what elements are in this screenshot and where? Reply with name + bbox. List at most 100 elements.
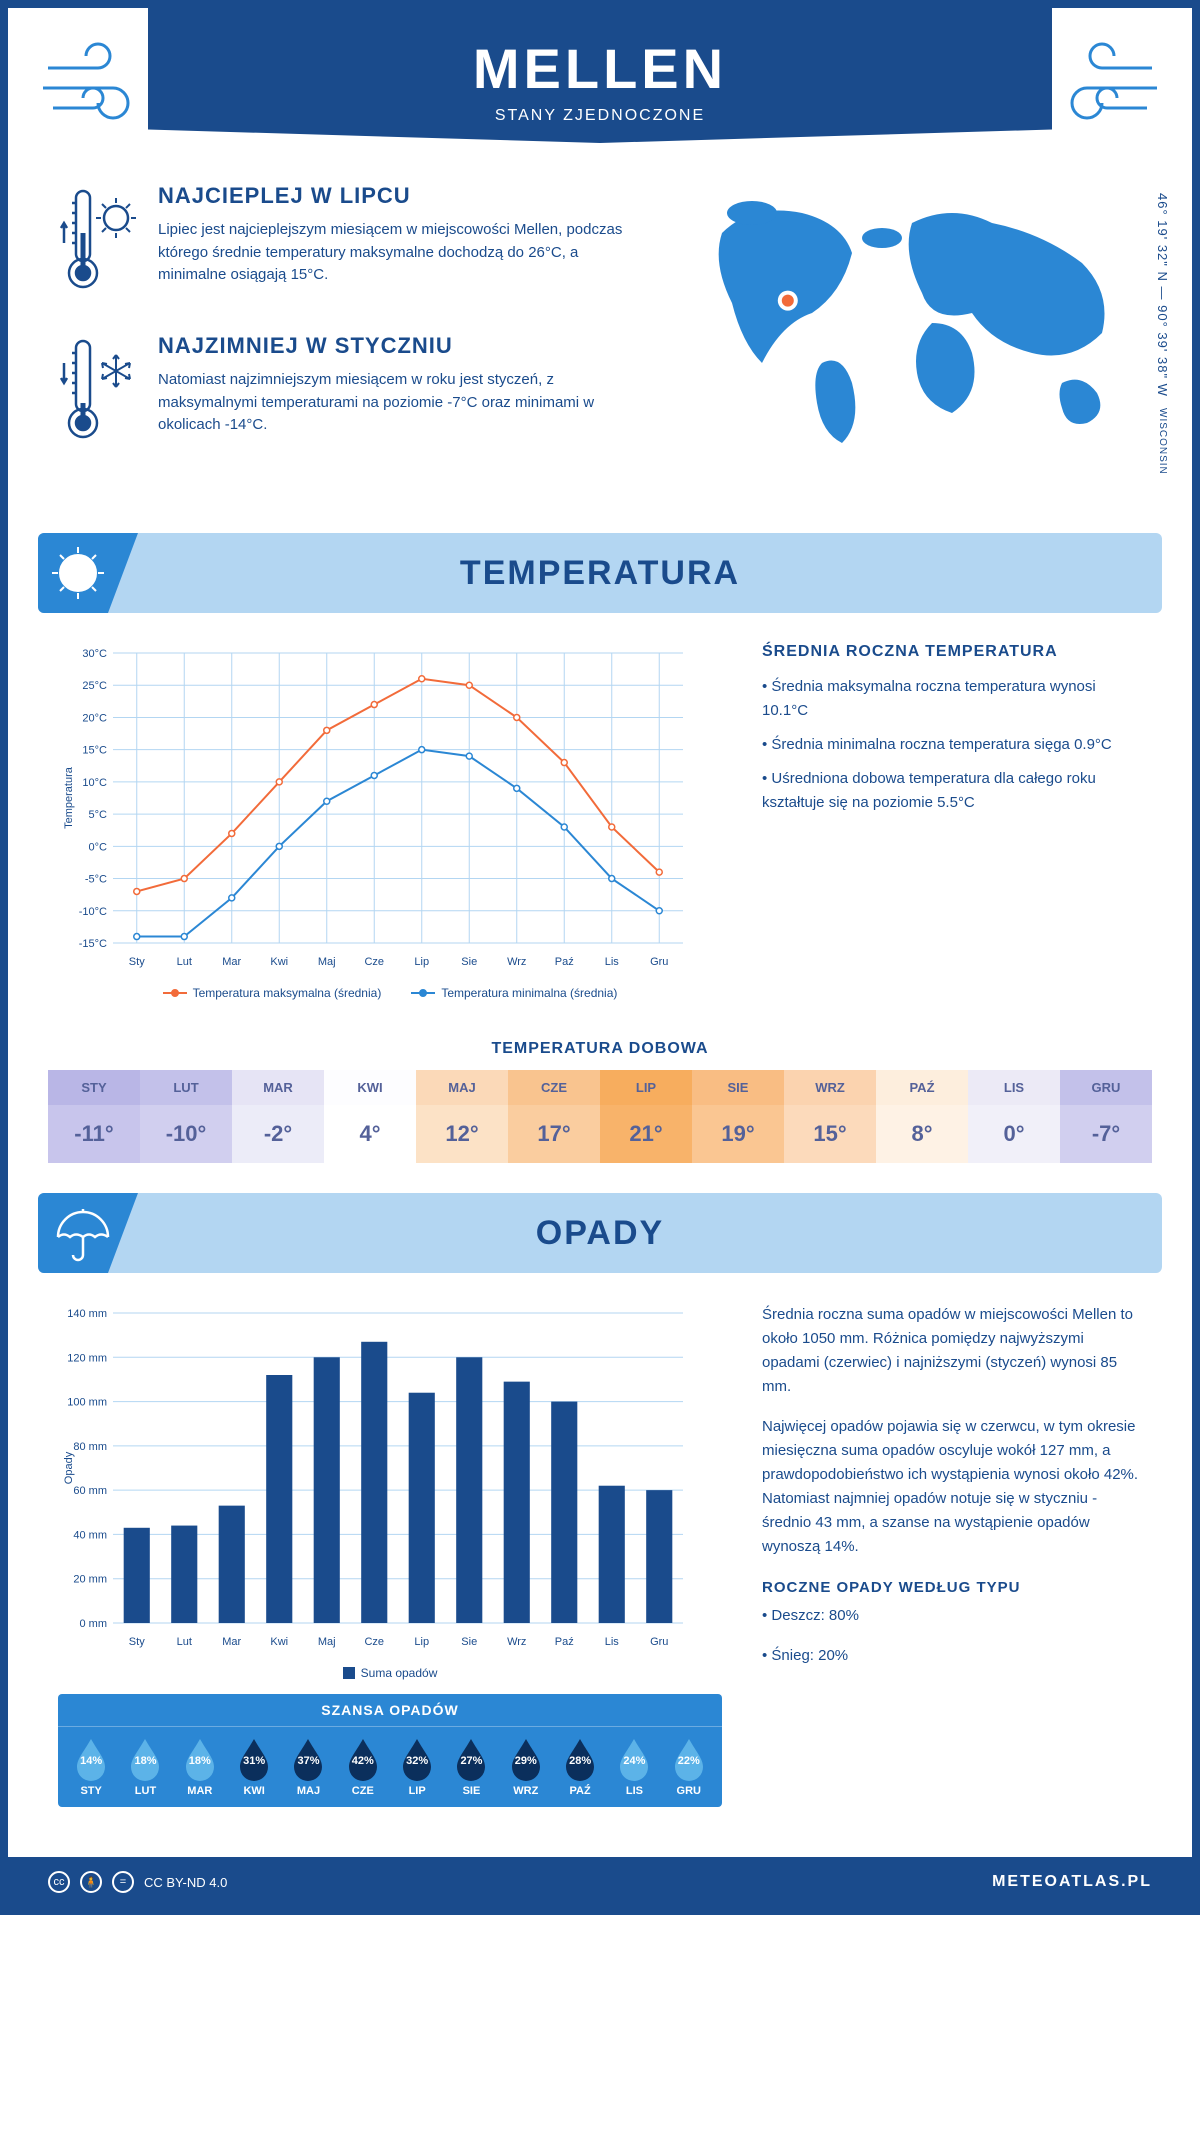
daily-cell: GRU -7°	[1060, 1070, 1152, 1163]
sun-icon	[48, 541, 118, 605]
svg-text:Mar: Mar	[222, 956, 241, 968]
precip-para-1: Średnia roczna suma opadów w miejscowośc…	[762, 1303, 1142, 1399]
chance-cell: 29% WRZ	[499, 1737, 553, 1797]
cold-fact-title: NAJZIMNIEJ W STYCZNIU	[158, 333, 642, 359]
page: MELLEN STANY ZJEDNOCZONE	[0, 0, 1200, 1915]
svg-text:20°C: 20°C	[82, 712, 107, 724]
footer-site: METEOATLAS.PL	[992, 1873, 1152, 1891]
svg-text:-15°C: -15°C	[79, 938, 107, 950]
location-marker-icon	[778, 291, 798, 311]
daily-cell: STY -11°	[48, 1070, 140, 1163]
svg-text:Mar: Mar	[222, 1636, 241, 1648]
daily-cell: LIS 0°	[968, 1070, 1060, 1163]
warm-fact-title: NAJCIEPLEJ W LIPCU	[158, 183, 642, 209]
daily-cell: LIP 21°	[600, 1070, 692, 1163]
svg-text:Lip: Lip	[414, 1636, 429, 1648]
precip-title: OPADY	[38, 1214, 1162, 1253]
cc-icon: cc	[48, 1871, 70, 1893]
annual-temp-title: ŚREDNIA ROCZNA TEMPERATURA	[762, 643, 1142, 661]
precip-body: 0 mm20 mm40 mm60 mm80 mm100 mm120 mm140 …	[8, 1303, 1192, 1827]
svg-text:5°C: 5°C	[89, 809, 108, 821]
svg-text:Kwi: Kwi	[270, 1636, 288, 1648]
svg-text:10°C: 10°C	[82, 777, 107, 789]
precip-bar-chart: 0 mm20 mm40 mm60 mm80 mm100 mm120 mm140 …	[58, 1303, 698, 1653]
svg-text:Kwi: Kwi	[270, 956, 288, 968]
footer: cc 🧍 = CC BY-ND 4.0 METEOATLAS.PL	[8, 1857, 1192, 1907]
header-band: MELLEN STANY ZJEDNOCZONE	[148, 8, 1052, 143]
thermometer-sun-icon	[58, 183, 138, 303]
chance-cell: 27% SIE	[444, 1737, 498, 1797]
daily-cell: SIE 19°	[692, 1070, 784, 1163]
svg-text:Temperatura: Temperatura	[63, 766, 75, 829]
precip-type: • Deszcz: 80%	[762, 1604, 1142, 1628]
daily-cell: CZE 17°	[508, 1070, 600, 1163]
country-subtitle: STANY ZJEDNOCZONE	[148, 107, 1052, 125]
svg-text:60 mm: 60 mm	[73, 1485, 107, 1497]
temperature-title: TEMPERATURA	[38, 554, 1162, 593]
svg-text:Cze: Cze	[364, 956, 384, 968]
cold-fact: NAJZIMNIEJ W STYCZNIU Natomiast najzimni…	[58, 333, 642, 453]
temperature-legend: Temperatura maksymalna (średnia) Tempera…	[58, 986, 722, 1000]
svg-text:20 mm: 20 mm	[73, 1574, 107, 1586]
svg-text:15°C: 15°C	[82, 745, 107, 757]
temperature-chart-wrap: -15°C-10°C-5°C0°C5°C10°C15°C20°C25°C30°C…	[58, 643, 722, 1000]
precip-para-2: Najwięcej opadów pojawia się w czerwcu, …	[762, 1415, 1142, 1559]
raindrop-icon: 31%	[236, 1737, 272, 1781]
intro-row: NAJCIEPLEJ W LIPCU Lipiec jest najcieple…	[8, 143, 1192, 513]
thermometer-snow-icon	[58, 333, 138, 453]
temperature-line-chart: -15°C-10°C-5°C0°C5°C10°C15°C20°C25°C30°C…	[58, 643, 698, 973]
temperature-side: ŚREDNIA ROCZNA TEMPERATURA • Średnia mak…	[762, 643, 1142, 1000]
chance-cell: 22% GRU	[662, 1737, 716, 1797]
svg-text:Sty: Sty	[129, 956, 145, 968]
svg-text:Lut: Lut	[177, 956, 192, 968]
footer-license: cc 🧍 = CC BY-ND 4.0	[48, 1871, 227, 1893]
raindrop-icon: 32%	[399, 1737, 435, 1781]
chance-cell: 18% LUT	[118, 1737, 172, 1797]
coord-region: WISCONSIN	[1157, 408, 1168, 475]
precip-type: • Śnieg: 20%	[762, 1644, 1142, 1668]
chance-cell: 18% MAR	[173, 1737, 227, 1797]
daily-cell: MAR -2°	[232, 1070, 324, 1163]
umbrella-icon	[48, 1201, 118, 1265]
svg-text:Maj: Maj	[318, 1636, 336, 1648]
temperature-body: -15°C-10°C-5°C0°C5°C10°C15°C20°C25°C30°C…	[8, 643, 1192, 1020]
svg-text:0 mm: 0 mm	[80, 1618, 108, 1630]
svg-text:140 mm: 140 mm	[67, 1308, 107, 1320]
chance-cell: 24% LIS	[607, 1737, 661, 1797]
svg-text:-10°C: -10°C	[79, 906, 107, 918]
by-icon: 🧍	[80, 1871, 102, 1893]
raindrop-icon: 28%	[562, 1737, 598, 1781]
daily-cell: KWI 4°	[324, 1070, 416, 1163]
daily-cell: MAJ 12°	[416, 1070, 508, 1163]
city-title: MELLEN	[148, 36, 1052, 101]
svg-text:Cze: Cze	[364, 1636, 384, 1648]
svg-text:0°C: 0°C	[89, 841, 108, 853]
coord-lon: 90° 39' 38" W	[1155, 305, 1170, 397]
warm-fact-text: Lipiec jest najcieplejszym miesiącem w m…	[158, 219, 642, 287]
chance-cell: 37% MAJ	[281, 1737, 335, 1797]
svg-text:25°C: 25°C	[82, 680, 107, 692]
svg-text:120 mm: 120 mm	[67, 1352, 107, 1364]
svg-text:30°C: 30°C	[82, 648, 107, 660]
svg-text:Lis: Lis	[605, 956, 620, 968]
raindrop-icon: 42%	[345, 1737, 381, 1781]
temp-bullet: • Średnia minimalna roczna temperatura s…	[762, 733, 1142, 757]
coord-lat: 46° 19' 32" N	[1155, 193, 1170, 282]
precip-type-title: ROCZNE OPADY WEDŁUG TYPU	[762, 1579, 1142, 1596]
svg-text:Wrz: Wrz	[507, 1636, 526, 1648]
chance-cell: 31% KWI	[227, 1737, 281, 1797]
temperature-section-header: TEMPERATURA	[38, 533, 1162, 613]
svg-text:80 mm: 80 mm	[73, 1441, 107, 1453]
map-column: 46° 19' 32" N — 90° 39' 38" W WISCONSIN	[682, 183, 1142, 483]
svg-text:Sie: Sie	[461, 956, 477, 968]
precip-chart-wrap: 0 mm20 mm40 mm60 mm80 mm100 mm120 mm140 …	[58, 1303, 722, 1807]
temp-bullet: • Średnia maksymalna roczna temperatura …	[762, 675, 1142, 723]
wind-icon	[1042, 38, 1162, 138]
chance-cell: 28% PAŹ	[553, 1737, 607, 1797]
raindrop-icon: 18%	[127, 1737, 163, 1781]
daily-cell: WRZ 15°	[784, 1070, 876, 1163]
svg-text:Lut: Lut	[177, 1636, 192, 1648]
svg-text:Paź: Paź	[555, 1636, 574, 1648]
temp-bullet: • Uśredniona dobowa temperatura dla całe…	[762, 767, 1142, 815]
daily-cell: LUT -10°	[140, 1070, 232, 1163]
